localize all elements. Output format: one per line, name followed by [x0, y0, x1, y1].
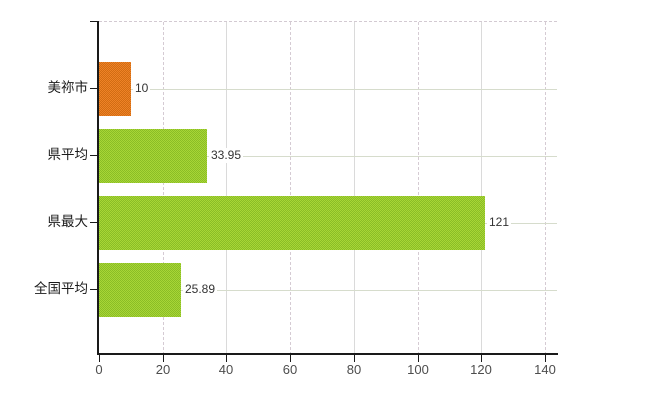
y-axis-tick: [90, 222, 98, 223]
x-axis-tick-label: 60: [282, 362, 298, 377]
grid-line-vertical: [481, 22, 482, 355]
x-axis-tick: [545, 355, 546, 362]
category-label: 美祢市: [47, 80, 89, 95]
y-axis-line: [97, 21, 99, 355]
grid-line-horizontal: [99, 156, 557, 157]
grid-line-vertical: [290, 22, 291, 355]
x-axis-tick: [418, 355, 419, 362]
bar-1: [99, 129, 207, 183]
x-axis-tick-label: 0: [95, 362, 103, 377]
category-label: 県平均: [47, 147, 89, 162]
x-axis-line: [97, 353, 558, 355]
y-axis-tick: [90, 88, 98, 89]
category-label: 全国平均: [34, 281, 88, 296]
grid-line-vertical: [163, 22, 164, 355]
x-axis-tick: [163, 355, 164, 362]
y-axis-tick: [90, 155, 98, 156]
x-axis-tick: [354, 355, 355, 362]
x-axis-tick-label: 100: [407, 362, 429, 377]
bar-0: [99, 62, 131, 116]
x-axis-tick-label: 80: [346, 362, 362, 377]
x-axis-tick-label: 120: [470, 362, 492, 377]
grid-line-vertical: [354, 22, 355, 355]
grid-line-vertical: [545, 22, 546, 355]
grid-line-horizontal: [99, 89, 557, 90]
y-axis-tick: [90, 289, 98, 290]
x-axis-tick-label: 40: [218, 362, 234, 377]
x-axis-tick: [226, 355, 227, 362]
bar-2: [99, 196, 485, 250]
x-axis-tick: [481, 355, 482, 362]
grid-line-vertical: [226, 22, 227, 355]
x-axis-tick: [99, 355, 100, 362]
y-axis-tick: [90, 21, 98, 22]
x-axis-tick: [290, 355, 291, 362]
bar-value-label: 10: [133, 81, 151, 96]
bar-3: [99, 263, 181, 317]
x-axis-tick-label: 20: [155, 362, 171, 377]
x-axis-tick-label: 140: [534, 362, 556, 377]
bar-value-label: 33.95: [209, 148, 244, 163]
bar-value-label: 121: [487, 215, 512, 230]
bar-value-label: 25.89: [183, 282, 218, 297]
grid-line-vertical: [418, 22, 419, 355]
grid-line-horizontal: [99, 290, 557, 291]
plot-area: 10 33.95 121 25.89: [99, 21, 557, 355]
category-label: 県最大: [47, 214, 89, 229]
